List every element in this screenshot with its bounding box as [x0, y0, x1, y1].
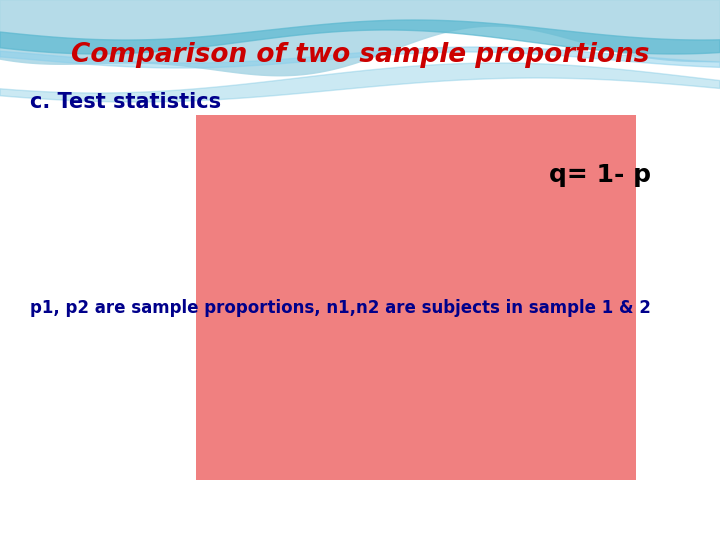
Text: Comparison of two sample proportions: Comparison of two sample proportions [71, 42, 649, 68]
Text: c. Test statistics: c. Test statistics [30, 92, 221, 112]
Bar [196, 115, 636, 480]
Text: q= 1- p: q= 1- p [549, 163, 651, 187]
Text: p1, p2 are sample proportions, n1,n2 are subjects in sample 1 & 2: p1, p2 are sample proportions, n1,n2 are… [30, 299, 651, 317]
